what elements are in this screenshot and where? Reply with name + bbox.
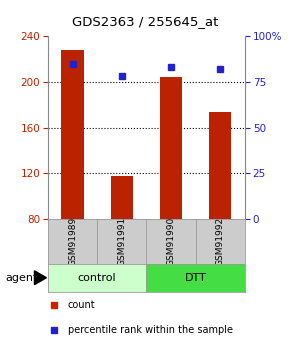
Text: GDS2363 / 255645_at: GDS2363 / 255645_at	[72, 16, 218, 29]
Bar	[160, 77, 182, 219]
Text: DTT: DTT	[185, 273, 206, 283]
Bar	[209, 112, 231, 219]
Polygon shape	[35, 271, 46, 285]
Text: GSM91992: GSM91992	[216, 217, 225, 266]
Text: control: control	[78, 273, 117, 283]
Text: GSM91991: GSM91991	[117, 217, 126, 266]
Text: GSM91990: GSM91990	[166, 217, 176, 266]
Text: percentile rank within the sample: percentile rank within the sample	[68, 325, 233, 335]
Bar	[111, 176, 133, 219]
Text: agent: agent	[6, 273, 38, 283]
Text: GSM91989: GSM91989	[68, 217, 77, 266]
Text: count: count	[68, 300, 95, 310]
Bar	[61, 50, 84, 219]
